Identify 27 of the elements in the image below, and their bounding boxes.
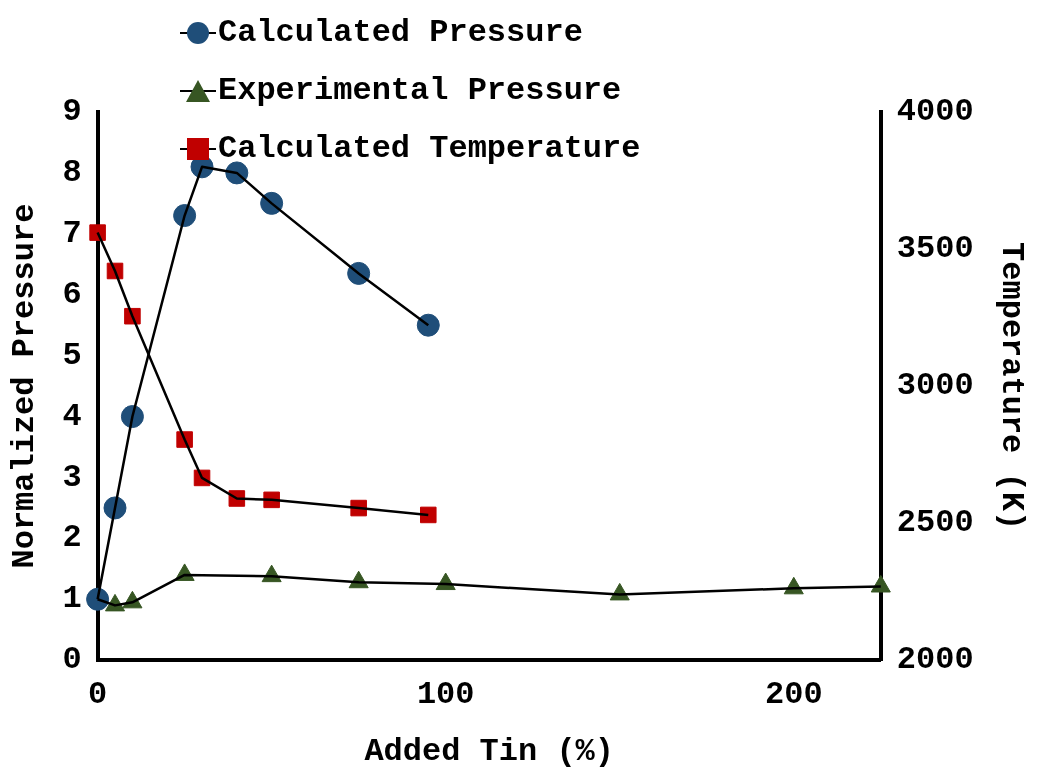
y-tick-label: 0 bbox=[62, 641, 82, 679]
x-tick-label: 0 bbox=[88, 676, 108, 714]
y-tick-label: 4 bbox=[62, 397, 82, 435]
legend-label: Calculated Temperature bbox=[218, 129, 641, 169]
y2-tick-label: 4000 bbox=[896, 93, 974, 131]
x-tick-label: 200 bbox=[764, 676, 823, 714]
point bbox=[416, 313, 440, 337]
y-tick-label: 2 bbox=[62, 519, 82, 557]
y-tick-label: 6 bbox=[62, 275, 82, 313]
x-tick-label: 100 bbox=[416, 676, 475, 714]
y2-axis-title: Temperature (K) bbox=[992, 242, 1030, 531]
y-tick-label: 3 bbox=[62, 458, 82, 496]
y2-tick-label: 3000 bbox=[896, 367, 974, 405]
y-tick-label: 7 bbox=[62, 214, 82, 252]
y-axis-title: Normalized Pressure bbox=[6, 203, 44, 569]
legend-label: Calculated Pressure bbox=[218, 13, 583, 53]
y-tick-label: 1 bbox=[62, 580, 82, 618]
y2-tick-label: 3500 bbox=[896, 230, 974, 268]
x-axis-title: Added Tin (%) bbox=[364, 732, 615, 770]
y2-tick-label: 2500 bbox=[896, 504, 974, 542]
y-tick-label: 9 bbox=[62, 93, 82, 131]
y2-tick-label: 2000 bbox=[896, 641, 974, 679]
point bbox=[420, 506, 437, 524]
legend-label: Experimental Pressure bbox=[218, 71, 622, 111]
point bbox=[89, 224, 106, 241]
y-tick-label: 5 bbox=[62, 336, 82, 374]
y-tick-label: 8 bbox=[62, 153, 82, 191]
